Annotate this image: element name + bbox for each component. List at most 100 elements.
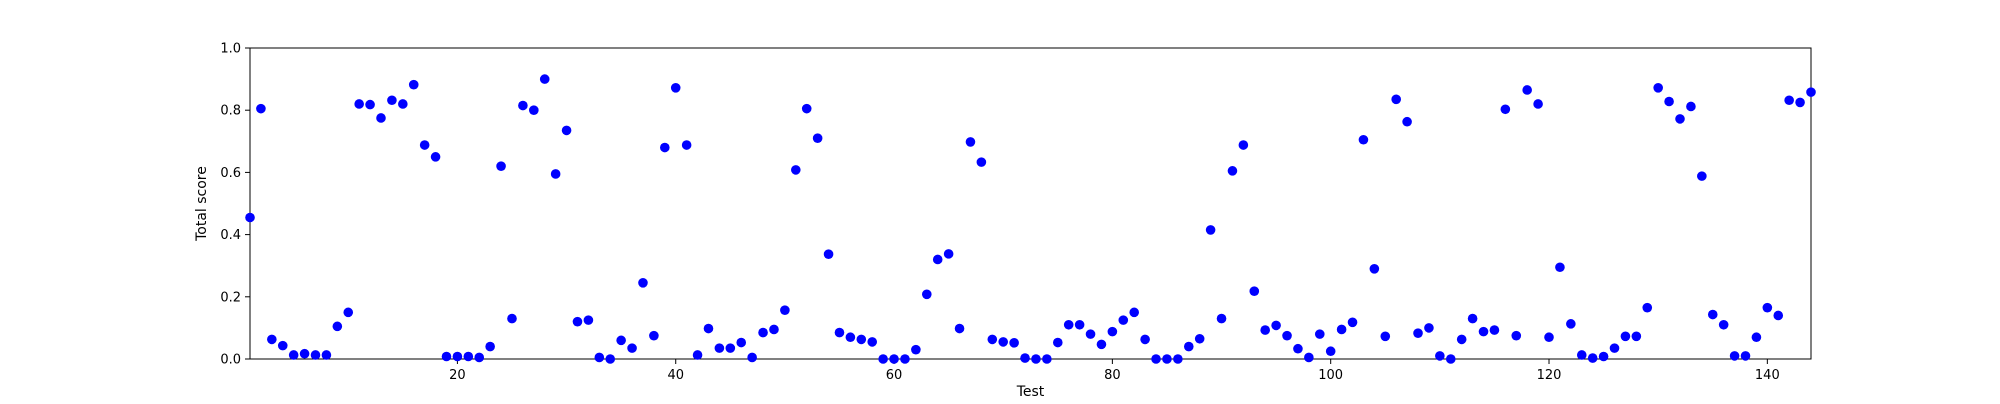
data-point: [900, 354, 910, 364]
data-point: [616, 335, 626, 346]
data-point: [1445, 354, 1456, 364]
y-tick-label: 0.4: [220, 228, 241, 243]
data-point: [681, 140, 692, 150]
data-point: [801, 103, 812, 114]
data-point: [845, 332, 856, 343]
data-point: [921, 289, 932, 300]
data-point: [1806, 87, 1816, 97]
data-point: [594, 352, 605, 363]
data-point: [1489, 325, 1500, 335]
data-point: [1642, 302, 1653, 313]
x-tick-label: 140: [1755, 368, 1780, 383]
data-point: [1675, 114, 1685, 124]
data-point: [1456, 334, 1467, 345]
data-point: [638, 278, 648, 288]
data-point: [1183, 341, 1194, 352]
data-point: [1402, 116, 1412, 127]
data-point: [987, 334, 998, 345]
data-point: [1325, 346, 1336, 357]
data-point: [1500, 104, 1511, 115]
x-tick-label: 60: [886, 368, 903, 383]
data-point: [627, 343, 637, 353]
data-point: [452, 351, 463, 362]
data-point: [1173, 354, 1183, 364]
data-point: [747, 352, 757, 363]
data-point: [561, 125, 572, 136]
plot-area-frame: [249, 47, 1812, 360]
data-point: [398, 99, 408, 109]
data-point: [1435, 351, 1445, 361]
data-point: [1587, 353, 1598, 363]
data-point: [1664, 96, 1674, 107]
y-tick-label: 0.2: [220, 290, 241, 305]
data-point: [245, 212, 255, 223]
data-point: [856, 334, 867, 345]
data-point: [550, 169, 561, 179]
data-point: [332, 321, 343, 332]
data-point: [965, 137, 976, 147]
data-point: [1369, 264, 1380, 274]
data-point: [1784, 95, 1794, 106]
data-point: [441, 351, 452, 362]
data-point: [1205, 225, 1216, 235]
data-point: [660, 142, 670, 153]
data-point: [692, 350, 703, 360]
data-point: [1042, 354, 1052, 364]
data-point: [1238, 140, 1249, 150]
data-point: [1129, 307, 1140, 318]
data-point: [485, 341, 495, 352]
data-point: [1620, 331, 1631, 342]
data-point: [583, 315, 594, 325]
data-point: [321, 350, 332, 360]
data-point: [539, 74, 550, 84]
data-point: [376, 113, 386, 123]
data-point: [1020, 353, 1030, 363]
data-point: [1227, 166, 1238, 176]
x-tick-label: 20: [449, 368, 466, 383]
data-point: [1631, 331, 1642, 342]
data-point: [1598, 351, 1609, 362]
data-point: [1085, 329, 1096, 339]
data-point: [1511, 330, 1522, 341]
data-point: [365, 99, 375, 110]
data-point: [1686, 101, 1696, 112]
data-point: [518, 100, 528, 111]
data-point: [474, 352, 485, 363]
data-point: [343, 307, 354, 318]
data-point: [1566, 319, 1576, 329]
data-point: [1271, 320, 1281, 331]
data-point: [1718, 319, 1729, 330]
data-point: [1467, 313, 1478, 324]
y-tick-label: 0.6: [220, 166, 241, 181]
data-point: [1118, 315, 1129, 325]
data-point: [1522, 85, 1532, 95]
data-point: [288, 350, 299, 360]
data-point: [758, 327, 768, 338]
data-point: [1555, 262, 1565, 273]
data-point: [507, 313, 517, 324]
x-axis-label: Test: [1016, 384, 1045, 400]
data-point: [572, 316, 583, 327]
data-point: [791, 165, 801, 175]
data-point: [932, 254, 943, 265]
data-point: [1293, 343, 1303, 354]
data-point: [1216, 313, 1227, 324]
data-point: [867, 337, 878, 347]
data-point: [780, 305, 790, 315]
data-point: [387, 95, 397, 106]
data-point: [310, 350, 321, 360]
data-point: [1304, 352, 1314, 363]
data-point: [649, 330, 659, 341]
data-point: [1740, 351, 1751, 361]
data-point: [998, 337, 1009, 347]
y-tick-label: 1.0: [220, 42, 241, 57]
data-point: [1031, 354, 1041, 364]
data-points: [245, 74, 1816, 364]
data-point: [703, 323, 714, 334]
data-point: [954, 323, 965, 334]
data-point: [812, 133, 823, 143]
data-point: [1194, 333, 1205, 344]
data-point: [714, 343, 725, 353]
data-point: [1162, 354, 1172, 364]
